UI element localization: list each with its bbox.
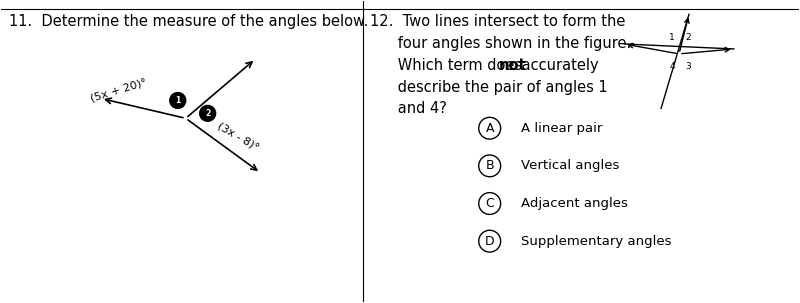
Text: B: B — [486, 159, 494, 172]
Text: describe the pair of angles 1: describe the pair of angles 1 — [370, 80, 608, 95]
Text: Adjacent angles: Adjacent angles — [521, 197, 627, 210]
Text: and 4?: and 4? — [370, 102, 447, 116]
Circle shape — [170, 92, 186, 108]
Text: Vertical angles: Vertical angles — [521, 159, 619, 172]
Text: 1: 1 — [175, 96, 180, 105]
Text: Which term does: Which term does — [370, 58, 527, 73]
Text: A linear pair: A linear pair — [521, 122, 602, 135]
Text: not: not — [498, 58, 526, 73]
Text: 4: 4 — [670, 62, 675, 71]
Text: D: D — [485, 235, 494, 248]
Text: C: C — [486, 197, 494, 210]
Text: (5x + 20)°: (5x + 20)° — [89, 77, 148, 104]
Circle shape — [200, 105, 216, 121]
Text: accurately: accurately — [517, 58, 599, 73]
Text: Supplementary angles: Supplementary angles — [521, 235, 671, 248]
Text: (3x - 8)°: (3x - 8)° — [216, 120, 261, 152]
Text: 1: 1 — [670, 33, 675, 42]
Text: 3: 3 — [685, 62, 690, 71]
Text: 2: 2 — [205, 109, 210, 118]
Text: 2: 2 — [685, 33, 690, 42]
Text: A: A — [486, 122, 494, 135]
Text: four angles shown in the figure.: four angles shown in the figure. — [370, 36, 631, 51]
Text: 11.  Determine the measure of the angles below.: 11. Determine the measure of the angles … — [10, 14, 369, 29]
Text: 12.  Two lines intersect to form the: 12. Two lines intersect to form the — [370, 14, 626, 29]
